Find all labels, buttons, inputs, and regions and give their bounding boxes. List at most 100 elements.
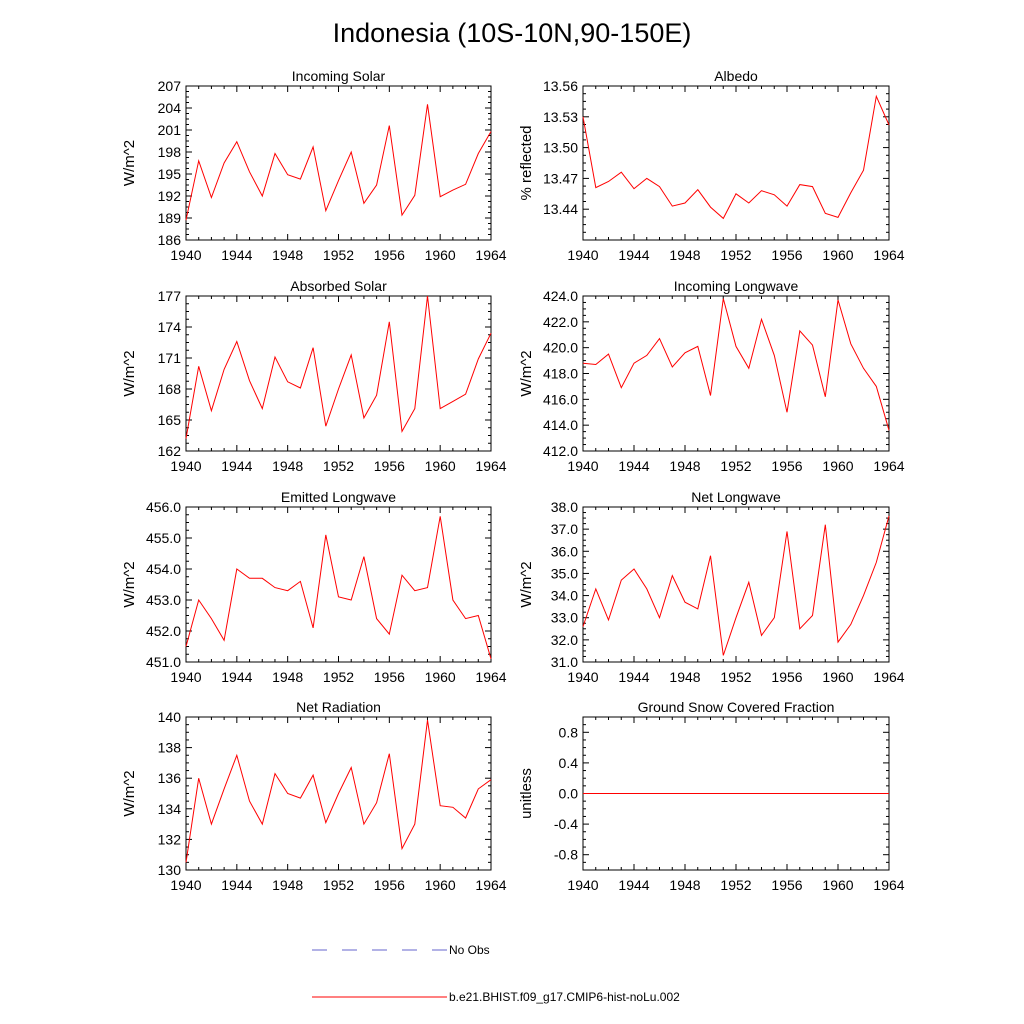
y-tick-label: 456.0 (146, 499, 181, 515)
y-tick-label: 451.0 (146, 654, 181, 670)
x-tick-label: 1948 (272, 458, 303, 474)
y-tick-label: 207 (158, 78, 182, 94)
plot-frame (582, 506, 890, 663)
y-tick-label: 195 (158, 166, 182, 182)
panel-title: Ground Snow Covered Fraction (638, 699, 835, 715)
panel-title: Incoming Longwave (674, 278, 799, 294)
y-tick-label: 424.0 (543, 288, 578, 304)
x-tick-label: 1944 (618, 877, 649, 893)
x-tick-label: 1948 (272, 669, 303, 685)
x-tick-label: 1940 (170, 669, 201, 685)
y-axis-label: unitless (518, 768, 535, 819)
x-tick-label: 1956 (374, 247, 405, 263)
y-tick-label: 13.44 (543, 201, 578, 217)
series-line-incoming-longwave (582, 298, 890, 431)
x-tick-label: 1964 (475, 669, 506, 685)
y-tick-label: 171 (158, 350, 182, 366)
y-tick-label: 177 (158, 288, 182, 304)
y-tick-label: 132 (158, 831, 182, 847)
x-tick-label: 1956 (771, 669, 802, 685)
y-tick-label: 37.0 (551, 521, 578, 537)
x-tick-label: 1960 (822, 877, 853, 893)
x-tick-label: 1960 (425, 247, 456, 263)
panel-title: Incoming Solar (292, 68, 386, 84)
x-tick-label: 1940 (567, 669, 598, 685)
y-tick-label: 13.56 (543, 78, 578, 94)
y-tick-label: 452.0 (146, 623, 181, 639)
y-axis-label: W/m^2 (518, 561, 535, 607)
y-tick-label: 454.0 (146, 561, 181, 577)
panel-title: Net Longwave (691, 489, 781, 505)
panel-net-radiation: Net Radiation W/m^2 1940 1944 1948 1952 1956 19… (121, 699, 507, 893)
x-tick-label: 1948 (669, 669, 700, 685)
y-tick-label: 34.0 (551, 588, 578, 604)
x-tick-label: 1960 (425, 877, 456, 893)
x-tick-label: 1948 (272, 877, 303, 893)
series-line-net-radiation (185, 720, 492, 863)
y-tick-label: 174 (158, 319, 182, 335)
y-tick-label: 162 (158, 443, 182, 459)
y-tick-label: 0.0 (559, 786, 579, 802)
plot-frame (185, 85, 492, 241)
y-tick-label: 165 (158, 412, 182, 428)
y-tick-label: 414.0 (543, 417, 578, 433)
y-tick-label: 136 (158, 770, 182, 786)
plot-frame (185, 295, 492, 452)
x-tick-label: 1952 (323, 458, 354, 474)
y-tick-label: 130 (158, 862, 182, 878)
x-tick-label: 1944 (618, 247, 649, 263)
y-tick-label: 0.8 (559, 724, 579, 740)
x-tick-label: 1952 (720, 458, 751, 474)
y-tick-label: 35.0 (551, 565, 578, 581)
y-tick-label: 422.0 (543, 314, 578, 330)
panel-emitted-longwave: Emitted Longwave W/m^2 1940 1944 1948 1952 195… (121, 489, 507, 685)
x-tick-label: 1956 (771, 247, 802, 263)
y-tick-label: 36.0 (551, 543, 578, 559)
y-tick-label: 189 (158, 210, 182, 226)
y-axis-label: W/m^2 (121, 140, 138, 186)
y-tick-label: 31.0 (551, 654, 578, 670)
x-tick-label: 1964 (873, 247, 904, 263)
y-tick-label: 38.0 (551, 499, 578, 515)
y-axis-label: W/m^2 (518, 350, 535, 396)
y-tick-label: 0.4 (559, 755, 579, 771)
panel-title: Albedo (714, 68, 758, 84)
panel-grid: Incoming Solar W/m^2 1940 1944 1948 1952 1956 1… (121, 68, 905, 893)
x-tick-label: 1960 (425, 458, 456, 474)
plot-frame (185, 506, 492, 663)
x-tick-label: 1956 (771, 877, 802, 893)
x-tick-label: 1944 (618, 669, 649, 685)
legend-label: b.e21.BHIST.f09_g17.CMIP6-hist-noLu.002 (449, 990, 680, 1004)
y-tick-label: 201 (158, 122, 182, 138)
x-tick-label: 1952 (720, 669, 751, 685)
y-tick-label: 198 (158, 144, 182, 160)
x-tick-label: 1940 (170, 458, 201, 474)
x-tick-label: 1944 (221, 877, 252, 893)
x-tick-label: 1944 (221, 458, 252, 474)
panel-title: Emitted Longwave (281, 489, 396, 505)
x-tick-label: 1964 (475, 247, 506, 263)
panel-albedo: Albedo % reflected 1940 1944 1948 1952 1956 196… (518, 68, 905, 263)
x-tick-label: 1952 (720, 247, 751, 263)
y-tick-label: 420.0 (543, 340, 578, 356)
legend-label: No Obs (449, 943, 490, 957)
y-tick-label: 168 (158, 381, 182, 397)
y-axis-label: W/m^2 (121, 350, 138, 396)
y-tick-label: 455.0 (146, 530, 181, 546)
x-tick-label: 1964 (475, 458, 506, 474)
x-tick-label: 1952 (323, 247, 354, 263)
panel-net-longwave: Net Longwave W/m^2 1940 1944 1948 1952 1956 196… (518, 489, 905, 685)
y-tick-label: 416.0 (543, 391, 578, 407)
x-tick-label: 1964 (873, 877, 904, 893)
y-tick-label: 13.50 (543, 140, 578, 156)
y-axis-label: % reflected (518, 125, 535, 200)
x-tick-label: 1964 (873, 458, 904, 474)
x-tick-label: 1960 (822, 247, 853, 263)
series-line-emitted-longwave (185, 516, 492, 660)
x-tick-label: 1956 (374, 877, 405, 893)
x-tick-label: 1940 (170, 877, 201, 893)
x-tick-label: 1948 (669, 877, 700, 893)
x-tick-label: 1940 (170, 247, 201, 263)
series-line-net-longwave (582, 515, 890, 656)
y-tick-label: 134 (158, 801, 182, 817)
